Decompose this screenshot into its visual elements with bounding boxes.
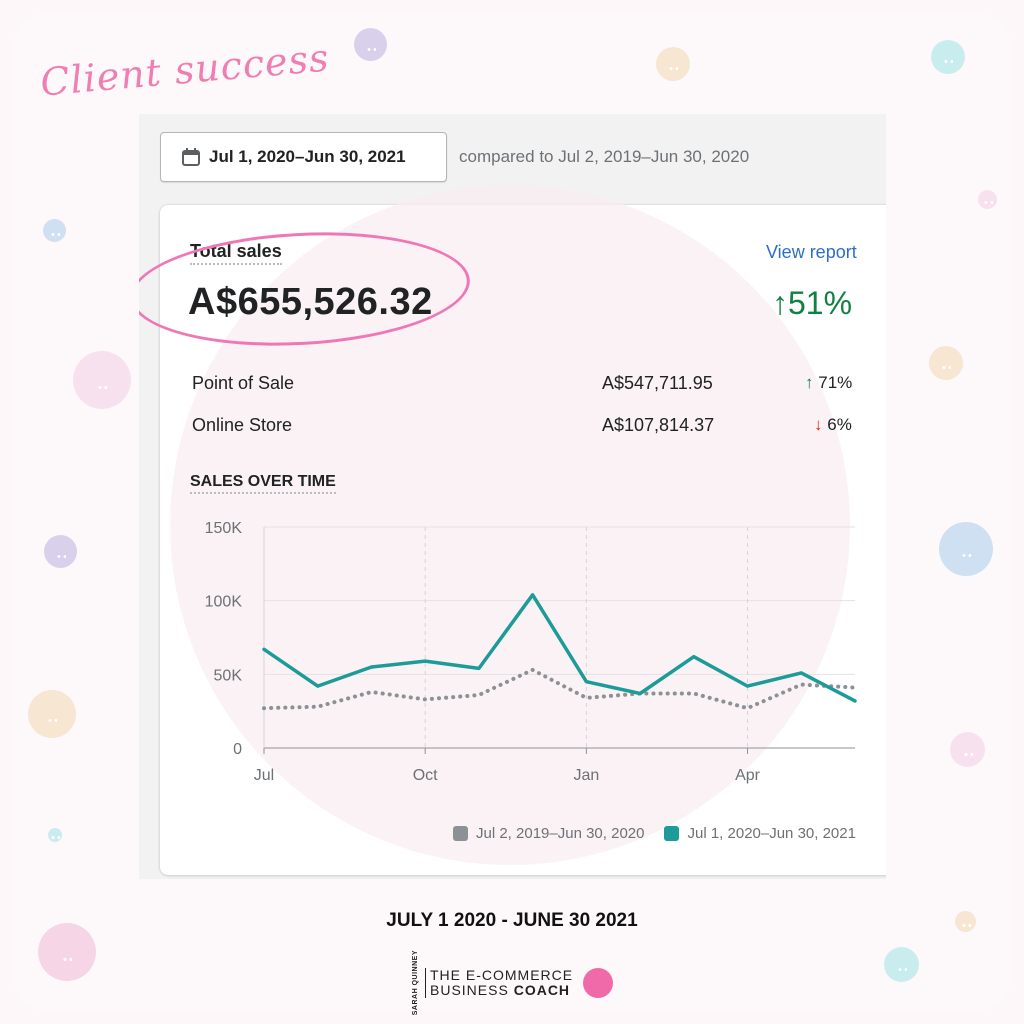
decor-dot [38, 923, 96, 981]
decor-dot [884, 947, 919, 982]
y-tick-label: 0 [233, 741, 242, 758]
arrow-down-icon: ↓ [814, 415, 823, 434]
legend-label-prior[interactable]: Jul 2, 2019–Jun 30, 2020 [476, 825, 645, 842]
x-tick-label: Apr [735, 767, 761, 784]
decor-dot [950, 732, 985, 767]
analytics-screenshot: Jul 1, 2020–Jun 30, 2021 compared to Jul… [139, 114, 886, 879]
arrow-up-icon: ↑ [805, 373, 814, 392]
logo-side-text: SARAH QUINNEY [412, 950, 419, 1016]
decor-dot [931, 40, 965, 74]
channel-change-pos: ↑ 71% [805, 373, 853, 392]
channel-amount-pos: A$547,711.95 [602, 373, 713, 393]
date-range-button[interactable]: Jul 1, 2020–Jun 30, 2021 [160, 132, 447, 182]
comparison-range-text: compared to Jul 2, 2019–Jun 30, 2020 [459, 147, 750, 166]
legend-label-current[interactable]: Jul 1, 2020–Jun 30, 2021 [687, 825, 856, 842]
total-sales-value: A$655,526.32 [188, 281, 433, 323]
channel-name-pos: Point of Sale [192, 373, 295, 393]
sales-over-time-chart: 150K 100K 50K 0 Jul Oct Jan Apr [205, 520, 857, 784]
decor-dot [43, 219, 66, 242]
cart-badge-icon [583, 967, 614, 998]
x-tick-label: Oct [413, 767, 438, 784]
x-tick-label: Jan [573, 767, 599, 784]
chart-legend: Jul 2, 2019–Jun 30, 2020 Jul 1, 2020–Jun… [453, 825, 856, 842]
decor-dot [656, 47, 690, 81]
legend-swatch-prior [453, 826, 468, 841]
series-line-prior [262, 667, 857, 711]
y-tick-label: 100K [205, 594, 243, 611]
decor-dot [929, 346, 963, 380]
decor-dot [44, 535, 77, 568]
channel-name-online: Online Store [192, 415, 293, 435]
logo-wordmark: THE E-COMMERCE BUSINESS COACH [425, 967, 573, 998]
decor-dot [978, 190, 997, 209]
decor-dot [939, 522, 993, 576]
x-tick-label: Jul [254, 767, 274, 784]
total-sales-change: ↑51% [772, 285, 853, 321]
decor-halo [170, 185, 850, 865]
decor-dot [955, 911, 976, 932]
brand-logo: SARAH QUINNEY THE E-COMMERCE BUSINESS CO… [412, 950, 614, 1016]
channel-change-online: ↓ 6% [814, 415, 852, 434]
decor-dot [48, 828, 62, 842]
y-tick-label: 50K [214, 667, 243, 684]
y-tick-label: 150K [205, 520, 243, 537]
channel-amount-online: A$107,814.37 [602, 415, 715, 435]
date-range-label: Jul 1, 2020–Jun 30, 2021 [209, 147, 406, 166]
sales-over-time-label[interactable]: SALES OVER TIME [190, 473, 336, 494]
total-sales-card: Total sales View report A$655,526.32 ↑51… [139, 185, 886, 875]
series-line-current [262, 593, 857, 703]
period-caption: JULY 1 2020 - JUNE 30 2021 [386, 910, 638, 931]
view-report-link[interactable]: View report [766, 242, 857, 262]
decor-dot [354, 28, 387, 61]
total-sales-label[interactable]: Total sales [190, 241, 282, 265]
decor-dot [28, 690, 76, 738]
legend-swatch-current [664, 826, 680, 841]
calendar-icon [182, 148, 200, 166]
decor-dot [73, 351, 131, 409]
